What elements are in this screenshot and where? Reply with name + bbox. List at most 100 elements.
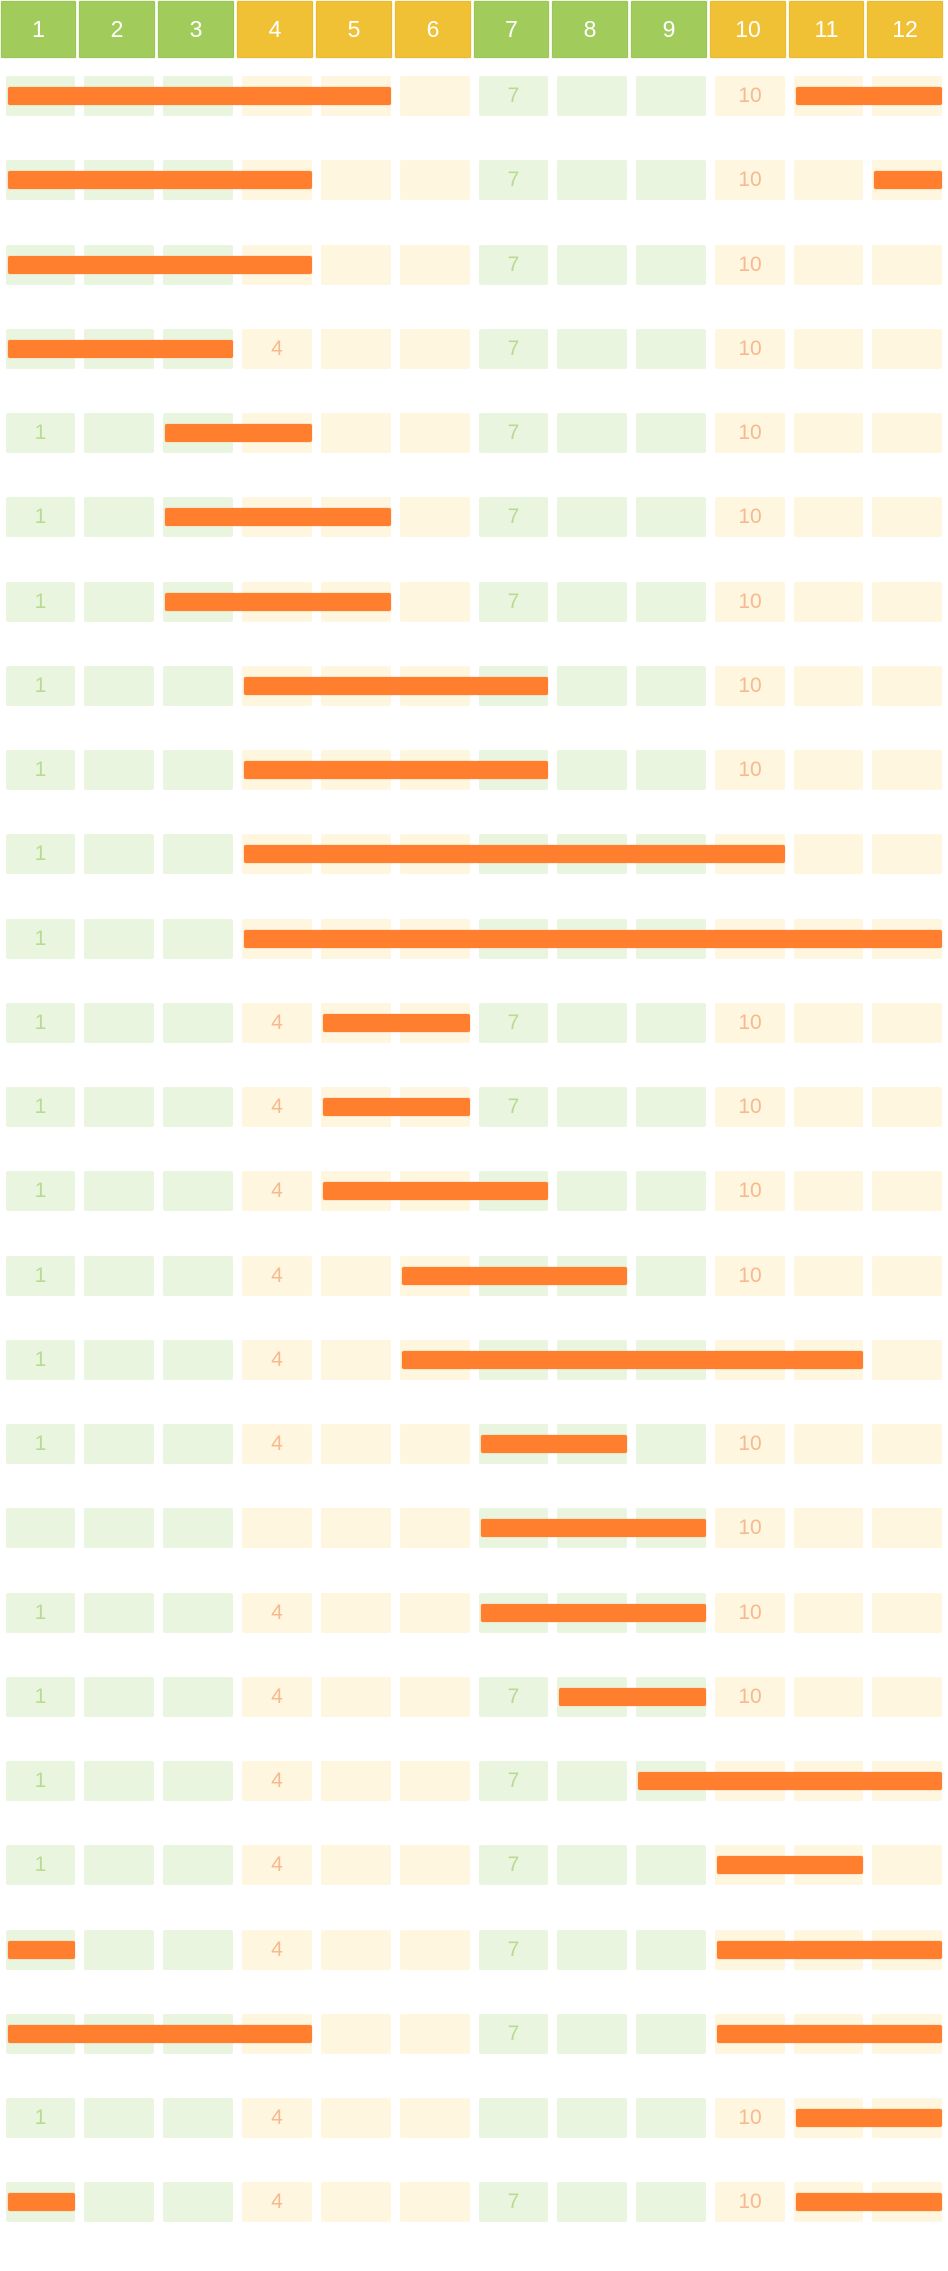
month-cell	[84, 1003, 154, 1043]
month-cell-label: 1	[6, 666, 75, 706]
month-cell	[400, 1508, 470, 1548]
month-cell	[794, 666, 863, 706]
month-cell	[872, 1171, 942, 1211]
month-cell	[872, 1003, 942, 1043]
month-cell	[84, 1593, 154, 1633]
month-cell	[636, 750, 706, 790]
month-cell-label: 4	[242, 2098, 312, 2138]
month-header-6: 6	[394, 0, 472, 59]
month-cell-label: 4	[242, 1593, 312, 1633]
month-cell	[400, 1845, 470, 1885]
month-cell	[163, 1677, 233, 1717]
month-cell-label: 10	[715, 497, 785, 537]
month-cell	[84, 1508, 154, 1548]
season-bar	[165, 508, 391, 526]
month-cell-label: 4	[242, 1677, 312, 1717]
month-header-2: 2	[78, 0, 156, 59]
season-bar	[165, 593, 391, 611]
month-header-8: 8	[551, 0, 629, 59]
month-cell-label: 4	[242, 1087, 312, 1127]
month-cell-label: 10	[715, 582, 785, 622]
month-cell-label: 4	[242, 1256, 312, 1296]
month-cell	[557, 497, 627, 537]
month-cell	[557, 413, 627, 453]
month-cell	[321, 2098, 391, 2138]
month-cell	[794, 1171, 863, 1211]
season-bar	[796, 2193, 942, 2211]
season-bar	[8, 2025, 312, 2043]
season-bar	[559, 1688, 706, 1706]
season-bar	[481, 1604, 706, 1622]
month-header-9: 9	[630, 0, 708, 59]
month-cell	[636, 1845, 706, 1885]
season-bar	[244, 761, 548, 779]
month-cell	[479, 2098, 548, 2138]
month-cell-label: 10	[715, 750, 785, 790]
month-cell	[163, 1003, 233, 1043]
season-bar	[8, 87, 391, 105]
month-cell	[636, 413, 706, 453]
season-bar	[323, 1014, 470, 1032]
month-cell-label: 10	[715, 1256, 785, 1296]
month-cell	[636, 160, 706, 200]
month-cell	[321, 1256, 391, 1296]
month-cell	[400, 582, 470, 622]
month-cell	[636, 497, 706, 537]
month-cell-label: 10	[715, 2098, 785, 2138]
month-cell	[636, 1087, 706, 1127]
month-cell	[794, 329, 863, 369]
month-cell-label: 1	[6, 1761, 75, 1801]
month-cell	[321, 1761, 391, 1801]
month-cell-label: 1	[6, 2098, 75, 2138]
month-cell	[557, 1087, 627, 1127]
month-cell	[400, 2014, 470, 2054]
month-cell-label: 4	[242, 1424, 312, 1464]
month-cell	[636, 1256, 706, 1296]
month-cell-label: 7	[479, 1930, 548, 1970]
month-cell	[163, 1508, 233, 1548]
month-cell	[400, 1930, 470, 1970]
month-cell	[321, 329, 391, 369]
month-header-3: 3	[157, 0, 235, 59]
month-cell	[163, 1340, 233, 1380]
month-cell-label: 1	[6, 750, 75, 790]
month-cell	[872, 1845, 942, 1885]
season-bar	[717, 1941, 942, 1959]
month-cell	[163, 1171, 233, 1211]
month-cell	[84, 413, 154, 453]
month-cell	[794, 160, 863, 200]
month-cell	[321, 1340, 391, 1380]
month-cell	[794, 1677, 863, 1717]
month-cell	[242, 1508, 312, 1548]
season-bar	[796, 87, 942, 105]
month-cell	[321, 1424, 391, 1464]
month-cell	[163, 1845, 233, 1885]
month-cell-label: 4	[242, 2182, 312, 2222]
month-cell-label: 10	[715, 76, 785, 116]
month-cell-label: 4	[242, 1930, 312, 1970]
month-cell	[636, 666, 706, 706]
month-cell	[84, 1087, 154, 1127]
month-cell	[84, 2182, 154, 2222]
month-cell-label: 7	[479, 160, 548, 200]
month-cell	[794, 1087, 863, 1127]
season-bar	[165, 424, 312, 442]
month-cell	[163, 1087, 233, 1127]
month-cell	[794, 1003, 863, 1043]
month-cell	[636, 2014, 706, 2054]
season-bar	[874, 171, 942, 189]
month-header-1: 1	[0, 0, 77, 59]
month-cell	[84, 666, 154, 706]
season-bar	[717, 2025, 942, 2043]
month-cell-label: 1	[6, 834, 75, 874]
month-cell-label: 7	[479, 582, 548, 622]
month-cell	[636, 245, 706, 285]
month-cell-label: 1	[6, 1256, 75, 1296]
month-cell	[557, 1761, 627, 1801]
month-cell	[557, 1003, 627, 1043]
month-cell	[400, 1761, 470, 1801]
month-cell	[163, 1256, 233, 1296]
month-cell-label: 7	[479, 497, 548, 537]
season-bar	[481, 1519, 706, 1537]
month-cell	[794, 1593, 863, 1633]
